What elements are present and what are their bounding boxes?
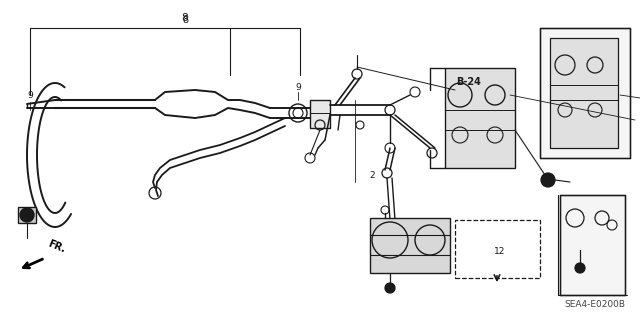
Bar	[310, 100, 330, 128]
Text: SEA4-E0200B: SEA4-E0200B	[564, 300, 625, 309]
Circle shape	[541, 173, 555, 187]
Text: FR.: FR.	[46, 239, 67, 255]
Circle shape	[20, 208, 34, 222]
Text: 8: 8	[182, 13, 188, 23]
Text: 2: 2	[369, 170, 375, 180]
Circle shape	[385, 283, 395, 293]
Bar	[455, 220, 540, 278]
Bar	[550, 38, 618, 148]
Text: B-24: B-24	[456, 77, 481, 87]
Bar	[370, 218, 450, 273]
Text: 8: 8	[182, 15, 188, 25]
Bar	[18, 207, 36, 223]
Bar	[445, 68, 515, 168]
Text: 9: 9	[295, 84, 301, 93]
Text: 9: 9	[27, 91, 33, 100]
Bar	[540, 28, 630, 158]
Circle shape	[575, 263, 585, 273]
Text: 12: 12	[494, 248, 506, 256]
Bar	[560, 195, 625, 295]
